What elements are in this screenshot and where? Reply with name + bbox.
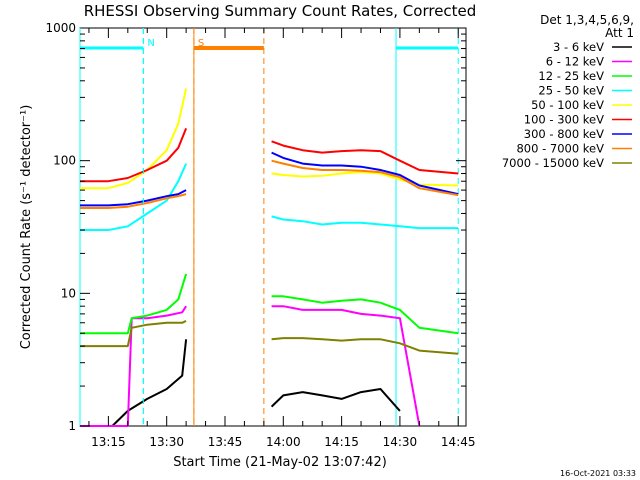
legend-label-6-12-kev: 6 - 12 keV — [546, 55, 604, 69]
series-line-300-800-kev-seg0 — [80, 189, 187, 207]
x-tick-label: 14:00 — [266, 435, 301, 449]
legend-label-12-25-kev: 12 - 25 keV — [538, 69, 604, 83]
series-line-100-300-kev-seg1 — [271, 140, 459, 175]
series-line-50-100-kev-seg1 — [271, 171, 459, 187]
series-line-3-6-kev-seg0 — [80, 339, 188, 427]
x-tick-label: 13:15 — [91, 435, 126, 449]
legend-label-100-300-kev: 100 - 300 keV — [524, 113, 604, 127]
annotation-label-s: S — [198, 38, 204, 49]
footer-date: 16-Oct-2021 03:33 — [560, 469, 636, 478]
y-tick-label: 1 — [68, 419, 76, 433]
series-line-300-800-kev-seg1 — [271, 151, 459, 196]
series-line-100-300-kev-seg0 — [80, 128, 188, 183]
legend-label-7000-15000-kev: 7000 - 15000 keV — [502, 156, 604, 170]
legend-label-3-6-kev: 3 - 6 keV — [553, 40, 604, 54]
x-tick-label: 14:45 — [441, 435, 476, 449]
legend-header-line1: Det 1,3,4,5,6,9, — [540, 13, 634, 27]
axes-layer: 1 10 100 1000 13:15 13:30 13:45 14:00 14:15 14:30… — [45, 21, 475, 449]
x-axis-label: Start Time (21-May-02 13:07:42) — [173, 455, 387, 470]
legend-label-25-50-kev: 25 - 50 keV — [538, 84, 604, 98]
series-line-25-50-kev-seg0 — [80, 163, 188, 231]
series-line-3-6-kev-seg1 — [270, 388, 401, 412]
y-tick-label: 10 — [61, 286, 76, 300]
y-axis-label: Corrected Count Rate (s⁻¹ detector⁻¹) — [19, 105, 34, 350]
x-tick-label: 14:15 — [324, 435, 359, 449]
x-tick-label: 13:30 — [149, 435, 184, 449]
chart-title: RHESSI Observing Summary Count Rates, Co… — [84, 2, 477, 20]
series-line-12-25-kev-seg0 — [80, 273, 188, 335]
annotation-label-n: N — [147, 38, 154, 49]
legend-header-line2: Att 1 — [605, 26, 634, 40]
series-line-12-25-kev-seg1 — [271, 295, 459, 335]
series-line-50-100-kev-seg0 — [80, 88, 188, 190]
series-line-800-7000-kev-seg0 — [80, 193, 187, 209]
series-layer — [80, 88, 459, 427]
series-line-7000-15000-kev-seg0 — [80, 320, 187, 348]
legend-label-50-100-kev: 50 - 100 keV — [531, 98, 604, 112]
series-line-6-12-kev-seg1 — [271, 305, 421, 427]
legend-label-800-7000-kev: 800 - 7000 keV — [516, 142, 604, 156]
x-tick-label: 13:45 — [208, 435, 243, 449]
series-line-7000-15000-kev-seg1 — [271, 337, 459, 355]
series-line-800-7000-kev-seg1 — [271, 159, 459, 197]
x-tick-label: 14:30 — [383, 435, 418, 449]
legend-label-300-800-kev: 300 - 800 keV — [524, 127, 604, 141]
y-tick-label: 100 — [53, 154, 76, 168]
y-tick-label: 1000 — [45, 21, 76, 35]
series-line-25-50-kev-seg1 — [271, 215, 459, 230]
